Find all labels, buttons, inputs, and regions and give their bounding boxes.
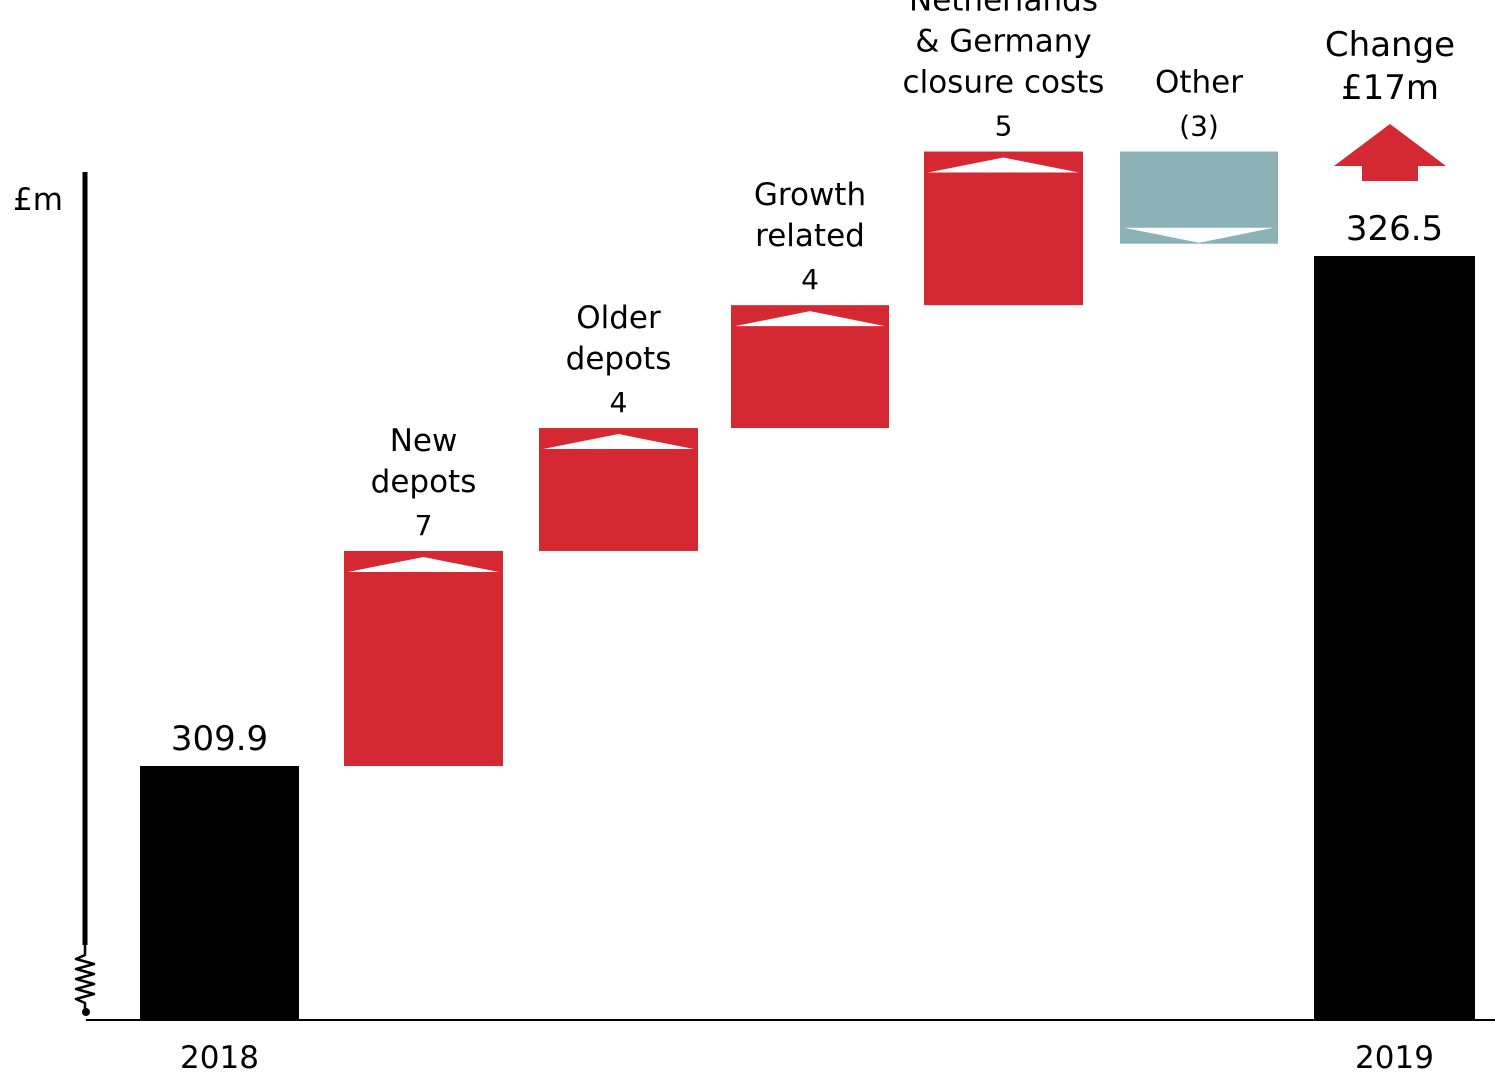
change-up-arrow-icon [1334,124,1446,181]
step-category-label: & Germany [915,24,1092,60]
x-axis-label: 2019 [1355,1040,1434,1076]
step-category-label: depots [371,464,477,500]
step-value-label: 5 [995,110,1013,143]
step-bar-4 [924,151,1083,306]
step-category-label: related [755,218,865,254]
step-category-label: depots [566,341,672,377]
step-category-label: Other [1155,65,1243,101]
increase-arrow-icon [735,311,885,327]
axis-break-icon [74,945,96,1010]
change-label: £17m [1341,68,1439,108]
step-value-label: 7 [415,509,433,542]
increase-arrow-icon [928,157,1079,173]
total-value-label: 326.5 [1346,209,1443,249]
total-bar-2018 [140,766,299,1020]
step-category-label: Older [576,300,661,336]
step-value-label: (3) [1179,110,1219,143]
total-value-label: 309.9 [171,719,268,759]
step-category-label: Growth [754,177,866,213]
step-category-label: Netherlands [909,0,1098,19]
total-bar-2019 [1314,256,1475,1020]
increase-arrow-icon [348,556,499,572]
step-value-label: 4 [610,386,628,419]
y-axis-unit-label: £m [13,182,63,218]
step-bar-1 [344,550,503,766]
change-label: Change [1325,25,1455,65]
x-axis-label: 2018 [180,1040,259,1076]
step-category-label: New [390,423,458,459]
step-category-label: closure costs [903,65,1105,101]
axis-origin-dot [82,1008,90,1016]
step-value-label: 4 [801,263,819,296]
increase-arrow-icon [543,434,694,450]
decrease-arrow-icon [1124,227,1274,243]
